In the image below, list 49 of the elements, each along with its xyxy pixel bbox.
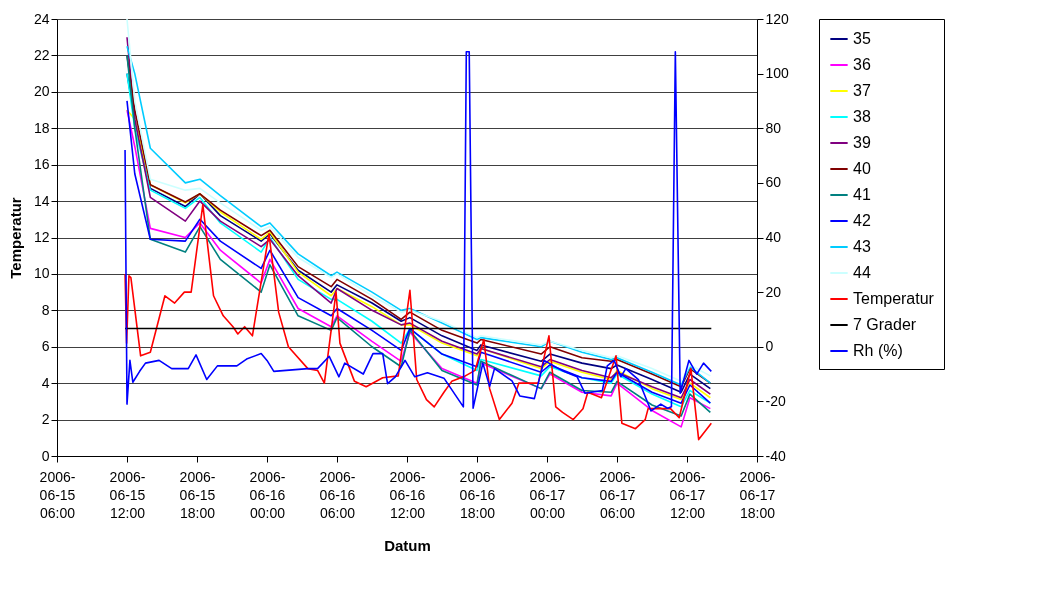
y-tick-label: 6	[41, 338, 50, 355]
legend-label: 44	[853, 264, 871, 281]
legend-label: 43	[853, 238, 871, 255]
x-tick-label: 2006- 06-16 18:00	[459, 468, 496, 521]
y2-tick-label: 40	[765, 229, 782, 245]
legend-label: 37	[853, 82, 871, 99]
y-tick-label: 22	[33, 46, 50, 63]
legend-label: 40	[853, 160, 871, 177]
x-tick-label: 2006- 06-17 18:00	[739, 468, 776, 521]
y-tick-label: 10	[33, 265, 50, 282]
y2-tick-label: 60	[765, 174, 782, 191]
y-tick-label: 2	[41, 411, 50, 428]
y-tick-label: 18	[33, 119, 50, 136]
y-tick-label: 14	[33, 192, 50, 209]
legend-label: 38	[853, 108, 871, 125]
x-tick-label: 2006- 06-17 00:00	[529, 468, 566, 521]
x-tick-label: 2006- 06-15 18:00	[179, 468, 216, 521]
y-tick-label: 8	[41, 301, 50, 318]
legend-label: 35	[853, 30, 871, 47]
x-tick-label: 2006- 06-17 12:00	[669, 468, 706, 521]
y2-tick-label: -40	[765, 447, 786, 464]
x-axis-title: Datum	[384, 536, 431, 554]
y-tick-label: 4	[41, 374, 50, 391]
legend-label: Rh (%)	[853, 342, 903, 359]
x-tick-label: 2006- 06-17 06:00	[599, 468, 636, 521]
y2-tick-label: 80	[765, 119, 782, 136]
y2-tick-label: 0	[765, 338, 774, 355]
y-tick-label: 12	[33, 229, 50, 245]
x-tick-label: 2006- 06-15 06:00	[39, 468, 76, 521]
legend-label: 42	[853, 212, 871, 229]
legend-label: Temperatur	[853, 290, 935, 307]
y-tick-label: 16	[33, 156, 50, 173]
y2-tick-label: -20	[765, 392, 786, 409]
legend-label: 39	[853, 134, 871, 151]
y2-tick-label: 120	[765, 10, 790, 27]
y2-tick-label: 100	[765, 65, 790, 82]
x-tick-label: 2006- 06-15 12:00	[109, 468, 146, 521]
x-tick-label: 2006- 06-16 06:00	[319, 468, 356, 521]
y-tick-label: 20	[33, 83, 50, 100]
y2-tick-label: 20	[765, 283, 782, 300]
y-tick-label: 0	[41, 447, 50, 464]
y-axis-title: Temperatur	[6, 197, 24, 279]
line-series	[124, 203, 713, 441]
x-tick-label: 2006- 06-16 12:00	[389, 468, 426, 521]
legend-label: 41	[853, 186, 871, 203]
legend-label: 36	[853, 56, 871, 73]
legend-label: 7 Grader	[853, 316, 917, 333]
y-tick-label: 24	[33, 10, 50, 27]
x-tick-label: 2006- 06-16 00:00	[249, 468, 286, 521]
